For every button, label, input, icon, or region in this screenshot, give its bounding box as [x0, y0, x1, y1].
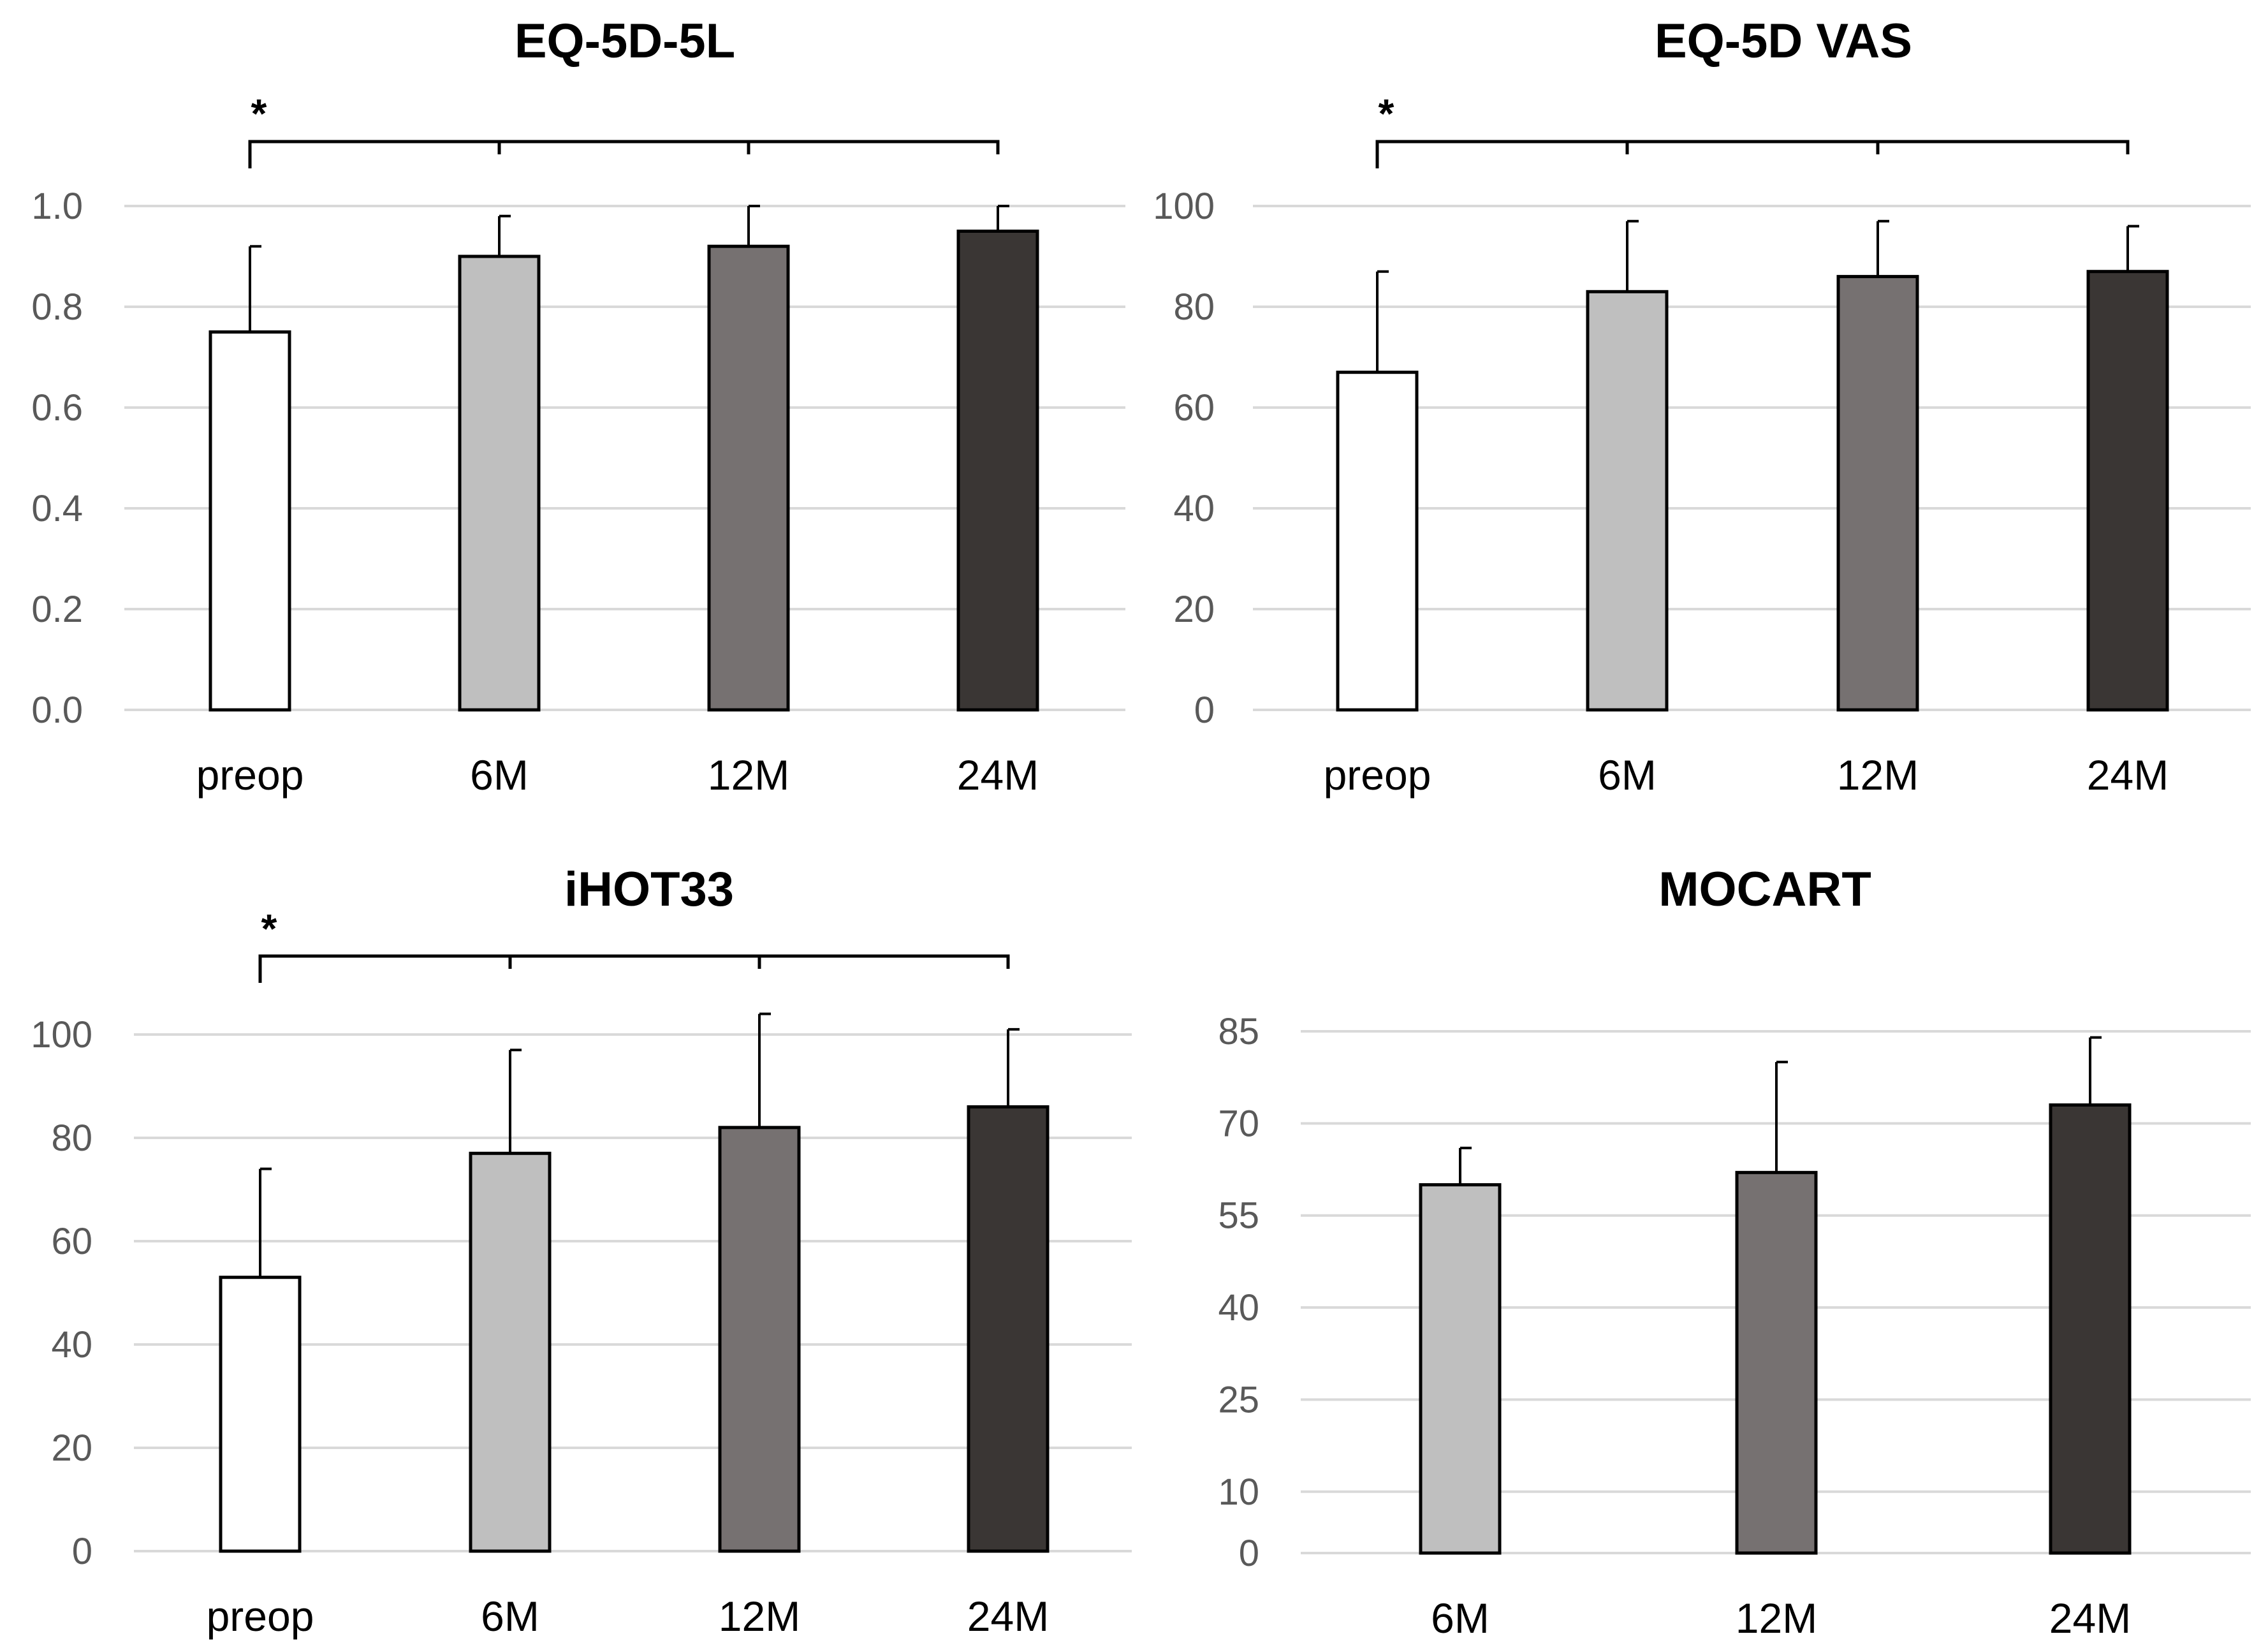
bar-preop [209, 330, 291, 712]
x-tick-label: 6M [470, 751, 529, 799]
y-tick-label: 10 [1218, 1471, 1259, 1513]
bar-12M [1836, 275, 1919, 712]
bar-6M [469, 1151, 552, 1553]
y-tick-label: 0 [1194, 689, 1215, 731]
y-tick-label: 60 [51, 1221, 92, 1262]
y-tick-label: 80 [51, 1117, 92, 1159]
x-tick-label: 6M [1598, 751, 1657, 799]
chart-eq5d-vas: EQ-5D VAS 0 20 40 60 80 100 preop 6M 12M 24M * [1153, 14, 2251, 799]
significance-bracket [258, 954, 1010, 983]
bar-12M [718, 1126, 801, 1553]
significance-marker: * [251, 91, 267, 136]
bar-preop [219, 1276, 302, 1553]
bar-6M [458, 254, 541, 712]
y-tick-label: 0.0 [31, 689, 83, 731]
y-tick-label: 0 [1239, 1533, 1259, 1574]
bar-24M [2049, 1103, 2132, 1555]
y-tick-label: 60 [1173, 387, 1215, 429]
chart-mocart: MOCART 0 10 25 40 55 70 85 6M 12M 24M [1218, 862, 2251, 1642]
chart-eq5d5l: EQ-5D-5L 0.0 0.2 0.4 0.6 0.8 1.0 preop 6M 12M 24M… [31, 14, 1125, 799]
bar-6M [1586, 290, 1669, 712]
y-tick-label: 55 [1218, 1195, 1259, 1237]
x-tick-label: 12M [1736, 1595, 1817, 1642]
significance-marker: * [1379, 91, 1394, 136]
x-tick-label: 12M [1837, 751, 1919, 799]
x-tick-label: preop [207, 1593, 314, 1640]
x-tick-label: 24M [2087, 751, 2169, 799]
y-tick-label: 40 [1218, 1287, 1259, 1329]
y-tick-label: 70 [1218, 1103, 1259, 1144]
x-tick-label: 12M [719, 1593, 800, 1640]
y-tick-label: 0.8 [31, 286, 83, 328]
y-tick-label: 25 [1218, 1379, 1259, 1420]
y-tick-label: 20 [51, 1427, 92, 1469]
bar-6M [1419, 1183, 1502, 1555]
y-tick-label: 1.0 [31, 186, 83, 227]
bar-24M [2086, 270, 2169, 712]
chart-title: MOCART [1658, 862, 1871, 917]
y-tick-label: 100 [1153, 186, 1215, 227]
y-tick-label: 85 [1218, 1011, 1259, 1052]
significance-bracket [248, 140, 1000, 168]
chart-title: iHOT33 [564, 862, 734, 917]
y-tick-label: 80 [1173, 286, 1215, 328]
y-tick-label: 0 [72, 1531, 92, 1572]
x-tick-label: 12M [708, 751, 789, 799]
x-tick-label: 6M [1431, 1595, 1489, 1642]
x-tick-label: 6M [481, 1593, 539, 1640]
chart-title: EQ-5D-5L [515, 14, 735, 68]
chart-ihot33: iHOT33 0 20 40 60 80 100 preop 6M 12M 24M * [31, 862, 1132, 1640]
bar-12M [1735, 1170, 1818, 1555]
x-tick-label: 24M [2049, 1595, 2131, 1642]
significance-bracket [1375, 140, 2130, 168]
x-tick-label: 24M [967, 1593, 1049, 1640]
y-tick-label: 0.2 [31, 589, 83, 630]
x-tick-label: 24M [957, 751, 1039, 799]
x-tick-label: preop [1324, 751, 1431, 799]
y-tick-label: 0.4 [31, 488, 83, 529]
bar-12M [707, 244, 790, 712]
y-tick-label: 40 [1173, 488, 1215, 529]
bar-24M [967, 1105, 1050, 1553]
bar-24M [956, 230, 1039, 712]
bar-preop [1336, 371, 1419, 712]
y-tick-label: 100 [31, 1014, 92, 1056]
significance-marker: * [261, 906, 277, 952]
y-tick-label: 40 [51, 1324, 92, 1366]
y-tick-label: 20 [1173, 589, 1215, 630]
x-tick-label: preop [196, 751, 304, 799]
chart-title: EQ-5D VAS [1655, 14, 1912, 68]
y-tick-label: 0.6 [31, 387, 83, 429]
